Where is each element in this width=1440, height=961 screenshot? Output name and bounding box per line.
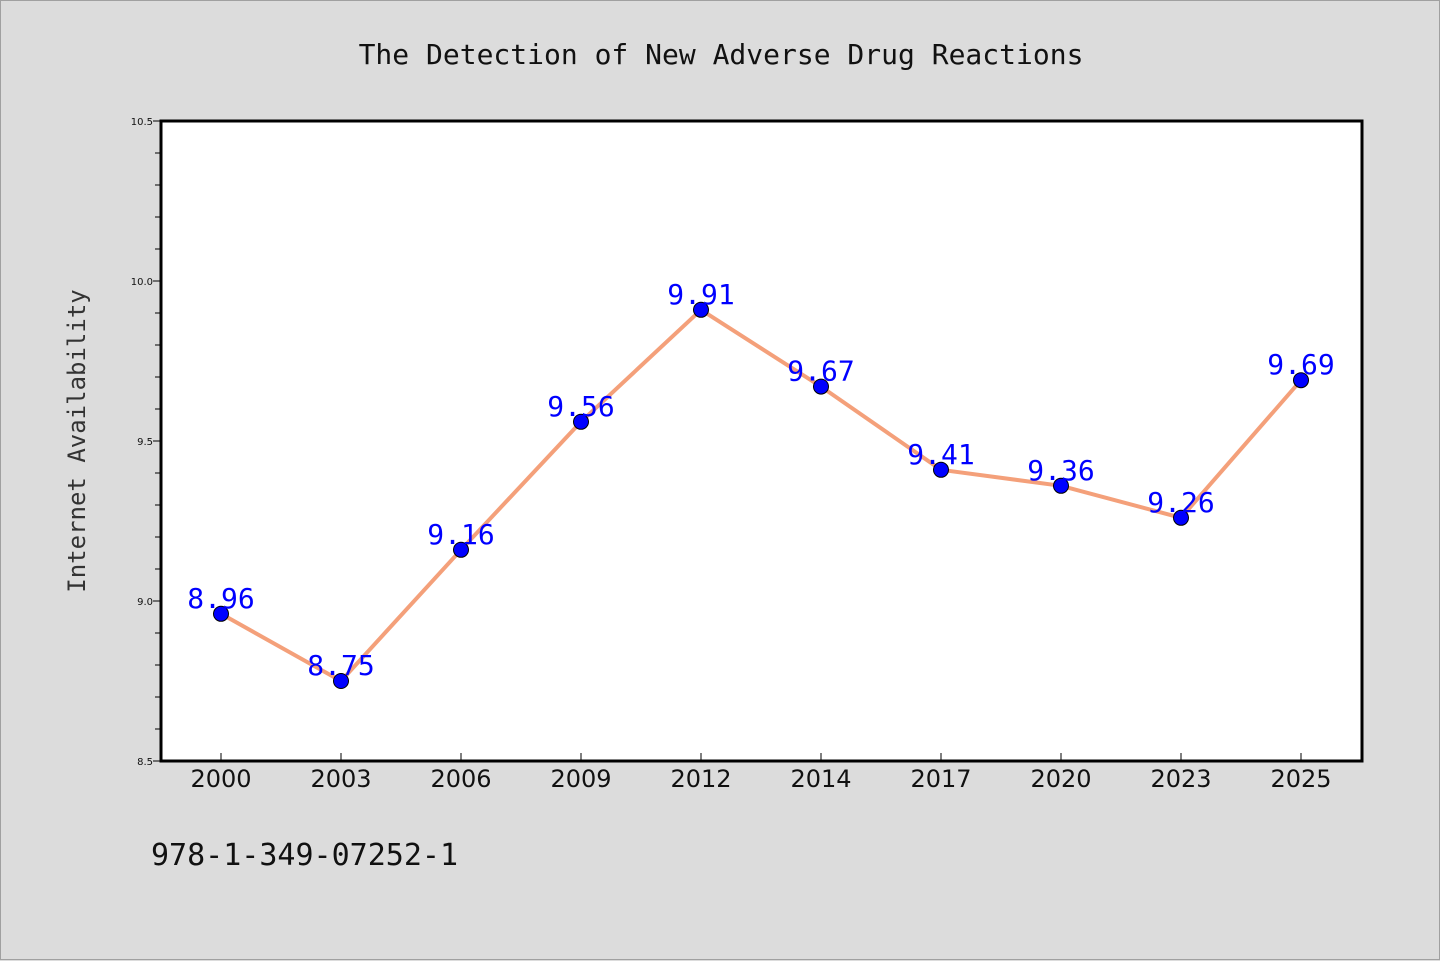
data-label: 8.96 [187, 582, 254, 615]
x-tick-label: 2017 [910, 765, 971, 793]
series-group: 8.96 8.75 9.16 9.56 9.91 9.67 9.41 9.36 9.26 9.69 [187, 278, 1335, 689]
data-point [213, 605, 229, 622]
data-label: 9.16 [427, 518, 494, 551]
data-point [1053, 477, 1069, 494]
x-tick-label: 2000 [190, 765, 251, 793]
y-tick-label: 10.0 [131, 277, 153, 288]
x-tick-label: 2012 [670, 765, 731, 793]
y-tick-label: 9.0 [137, 597, 153, 608]
chart-title: The Detection of New Adverse Drug Reacti… [359, 38, 1084, 71]
x-axis: 2000 2003 2006 2009 2012 2014 2017 2020 2023 2025 [190, 753, 1332, 793]
data-label: 9.67 [787, 355, 854, 388]
data-point [453, 541, 469, 558]
data-point [333, 673, 349, 689]
data-point [573, 413, 589, 430]
x-tick-label: 2023 [1150, 765, 1211, 793]
data-label: 8.75 [307, 649, 374, 682]
y-tick-label: 10.5 [131, 117, 153, 128]
data-label: 9.56 [547, 390, 614, 423]
data-point [693, 301, 709, 318]
data-label: 9.41 [907, 438, 974, 471]
data-label: 9.91 [667, 278, 734, 311]
data-label: 9.36 [1027, 454, 1094, 487]
data-point [933, 461, 949, 478]
series-line [220, 307, 1303, 683]
plot-area [159, 119, 1364, 763]
y-tick-label: 8.5 [137, 757, 153, 768]
y-tick-label: 9.5 [137, 437, 153, 448]
x-tick-label: 2014 [790, 765, 851, 793]
data-point [1173, 509, 1189, 526]
y-axis: 8.5 9.0 9.5 10.0 10.5 [131, 117, 161, 768]
x-tick-label: 2025 [1270, 765, 1331, 793]
data-label: 9.69 [1267, 348, 1334, 381]
x-tick-label: 2009 [550, 765, 611, 793]
data-point [1293, 372, 1309, 389]
footnote-isbn: 978-1-349-07252-1 [151, 838, 458, 873]
x-tick-label: 2020 [1030, 765, 1091, 793]
data-point [813, 378, 829, 395]
x-tick-label: 2006 [430, 765, 491, 793]
x-tick-label: 2003 [310, 765, 371, 793]
y-axis-label: Internet Availability [63, 289, 91, 592]
data-label: 9.26 [1147, 486, 1214, 519]
